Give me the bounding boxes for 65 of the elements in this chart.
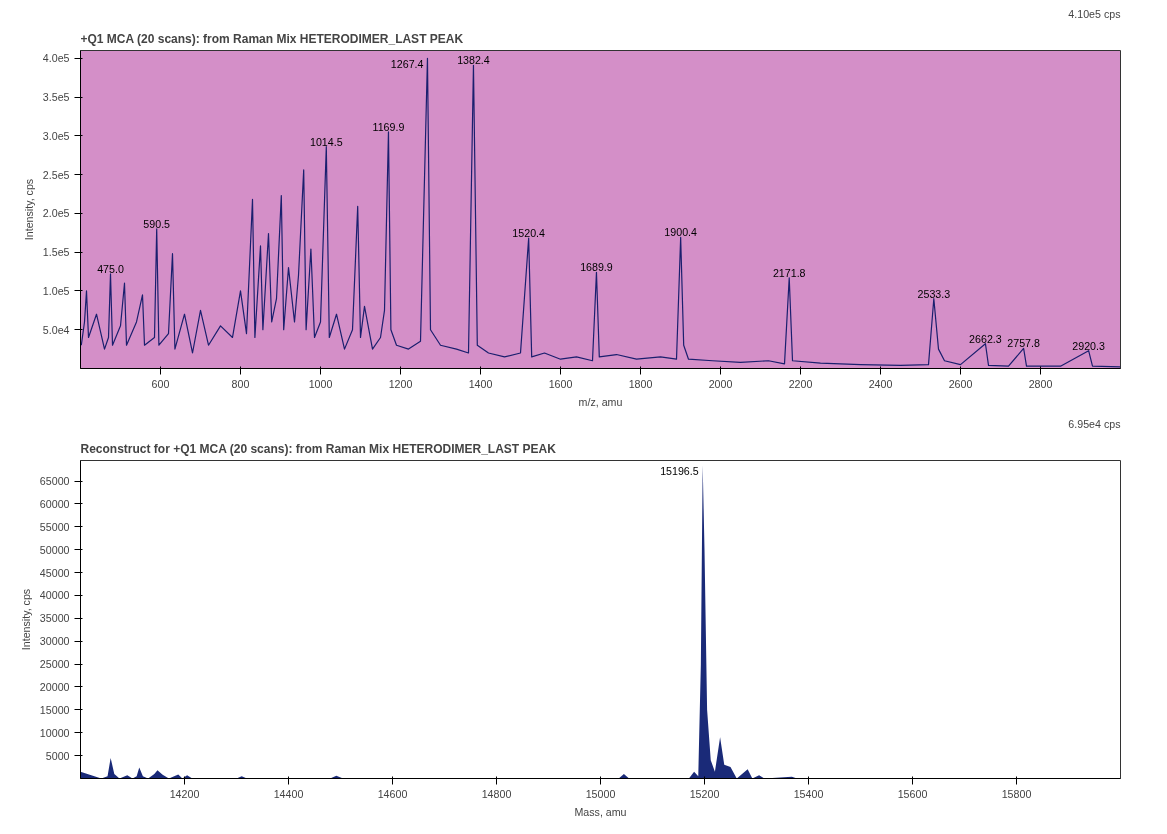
y-tick-label: 30000	[39, 635, 70, 648]
x-tick-label: 2400	[868, 377, 893, 390]
y-tick-label: 65000	[39, 475, 70, 488]
y-tick-label: 10000	[39, 726, 70, 739]
annotation: 1014.5	[310, 135, 343, 148]
annotation: 590.5	[143, 217, 171, 230]
annotation: 475.0	[97, 262, 124, 275]
x-tick-label: 800	[231, 377, 250, 390]
y-tick-label: 55000	[39, 520, 70, 533]
x-tick-label: 2200	[788, 377, 813, 390]
annotation: 1267.4	[390, 58, 424, 71]
y-tick-label: 5000	[45, 749, 70, 762]
y-tick-label: 35000	[39, 612, 70, 625]
x-axis-title: Mass, amu	[574, 805, 627, 818]
x-tick-label: 14400	[273, 787, 304, 800]
annotation: 2920.3	[1072, 339, 1105, 352]
x-tick-label: 14200	[169, 787, 200, 800]
x-tick-label: 600	[151, 377, 170, 390]
annotation: 1689.9	[580, 261, 613, 274]
y-tick-label: 1.5e5	[42, 246, 70, 259]
annotation: 2757.8	[1007, 337, 1040, 350]
y-axis-title: Intensity, cps	[19, 588, 32, 651]
x-tick-label: 2800	[1028, 377, 1053, 390]
y-tick-label: 3.0e5	[42, 129, 70, 142]
x-tick-label: 15200	[689, 787, 720, 800]
y-tick-label: 40000	[39, 589, 70, 602]
annotation: 2533.3	[917, 287, 951, 300]
x-tick-label: 1800	[628, 377, 653, 390]
y-tick-label: 45000	[39, 566, 70, 579]
x-tick-label: 1600	[548, 377, 573, 390]
y-tick-label: 5.0e4	[42, 323, 70, 336]
y-tick-label: 20000	[39, 680, 70, 693]
x-tick-label: 1200	[388, 377, 413, 390]
chart-title: Reconstruct for +Q1 MCA (20 scans): from Raman Mix HETERODIMER_LAST PEAK	[80, 441, 557, 456]
y-tick-label: 15000	[39, 703, 70, 716]
x-tick-label: 15600	[897, 787, 928, 800]
chart-title: +Q1 MCA (20 scans): from Raman Mix HETERODIMER_LAST PEAK	[80, 31, 464, 46]
annotation: 1169.9	[372, 120, 405, 133]
annotation: 1382.4	[457, 54, 490, 67]
y-tick-label: 1.0e5	[42, 284, 70, 297]
x-tick-label: 15000	[585, 787, 616, 800]
text: 4.10e5 cps	[1068, 7, 1121, 20]
x-tick-label: 2000	[708, 377, 733, 390]
x-tick-label: 14600	[377, 787, 408, 800]
y-tick-label: 60000	[39, 497, 70, 510]
x-tick-label: 1400	[468, 377, 493, 390]
x-tick-label: 1000	[308, 377, 333, 390]
annotation: 15196.5	[660, 465, 699, 478]
annotation: 2662.3	[969, 332, 1002, 345]
y-tick-label: 50000	[39, 543, 70, 556]
y-axis-title: Intensity, cps	[22, 178, 35, 241]
y-tick-label: 3.5e5	[42, 91, 70, 104]
x-tick-label: 2600	[948, 377, 973, 390]
text: 6.95e4 cps	[1068, 417, 1121, 430]
y-tick-label: 2.0e5	[42, 207, 70, 220]
x-axis-title: m/z, amu	[578, 395, 623, 408]
x-tick-label: 14800	[481, 787, 512, 800]
x-tick-label: 15800	[1001, 787, 1032, 800]
annotation: 1900.4	[664, 226, 698, 239]
annotation: 2171.8	[772, 266, 806, 279]
y-tick-label: 2.5e5	[42, 168, 70, 181]
y-tick-label: 25000	[39, 658, 70, 671]
x-tick-label: 15400	[793, 787, 824, 800]
annotation: 1520.4	[512, 227, 546, 240]
y-tick-label: 4.0e5	[42, 52, 70, 65]
